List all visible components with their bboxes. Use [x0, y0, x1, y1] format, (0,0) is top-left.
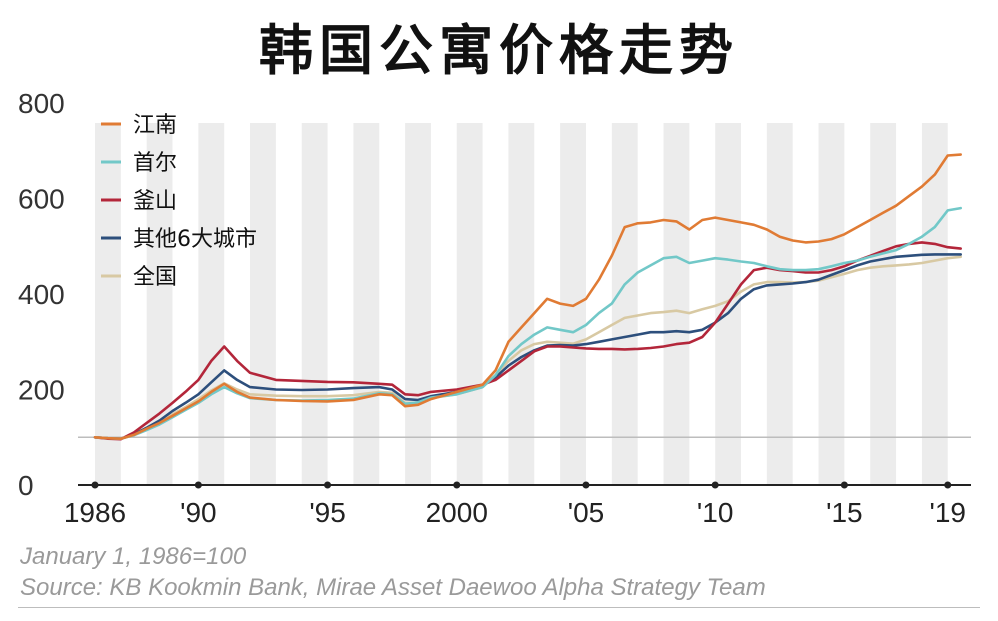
series-lines: [93, 153, 962, 441]
line-chart: 0 200 400 600 800 1986 '90 '95 2000 '05 '10 '15 '19…: [18, 88, 971, 528]
year-band: [301, 123, 328, 485]
chart-title: 韩国公寓价格走势: [259, 19, 739, 82]
x-tick-label: '10: [697, 497, 734, 528]
x-tick-dot: [453, 481, 461, 489]
legend-label: 江南: [133, 113, 177, 138]
x-tick-label: '15: [826, 497, 863, 528]
x-tick-dot: [944, 481, 952, 489]
footer-divider: [18, 607, 980, 608]
base-note: January 1, 1986=100: [20, 543, 247, 570]
legend-label: 其他6大城市: [133, 227, 257, 252]
x-axis: 1986 '90 '95 2000 '05 '10 '15 '19: [64, 481, 971, 528]
year-band: [198, 123, 225, 485]
x-tick-dot: [711, 481, 719, 489]
legend-label: 全国: [133, 265, 177, 290]
x-tick-label: 2000: [426, 497, 488, 528]
year-band: [663, 123, 690, 485]
x-tick-label: '90: [180, 497, 217, 528]
y-tick-label: 200: [18, 375, 65, 406]
x-tick-dot: [91, 481, 99, 489]
year-band: [456, 123, 483, 485]
year-band: [870, 123, 897, 485]
x-tick-label: '95: [309, 497, 346, 528]
series-line: [93, 241, 962, 441]
year-band: [818, 123, 845, 485]
x-tick-dot: [194, 481, 202, 489]
source-note: Source: KB Kookmin Bank, Mirae Asset Dae…: [20, 574, 766, 601]
series-line: [93, 253, 962, 440]
x-tick-label: '19: [929, 497, 966, 528]
y-tick-label: 800: [18, 88, 65, 119]
year-band: [508, 123, 535, 485]
y-axis-ticks: 0 200 400 600 800: [18, 88, 65, 501]
year-band: [95, 123, 121, 485]
y-tick-label: 400: [18, 279, 65, 310]
x-tick-dot: [840, 481, 848, 489]
shaded-year-bands: [95, 123, 948, 485]
year-band: [405, 123, 431, 485]
footnote: January 1, 1986=100 Source: KB Kookmin B…: [20, 541, 980, 603]
series-line: [93, 153, 962, 440]
x-tick-label: '05: [568, 497, 605, 528]
series-line: [93, 206, 962, 440]
x-tick-dot: [582, 481, 590, 489]
year-band: [250, 123, 276, 485]
year-band: [353, 123, 380, 485]
year-band: [611, 123, 638, 485]
year-band: [146, 123, 173, 485]
x-tick-dot: [324, 481, 332, 489]
year-band: [921, 123, 948, 485]
y-tick-label: 600: [18, 184, 65, 215]
legend-label: 釜山: [133, 189, 177, 214]
y-tick-label: 0: [18, 470, 34, 501]
x-tick-label: 1986: [64, 497, 126, 528]
year-band: [766, 123, 793, 485]
legend-label: 首尔: [133, 151, 177, 176]
